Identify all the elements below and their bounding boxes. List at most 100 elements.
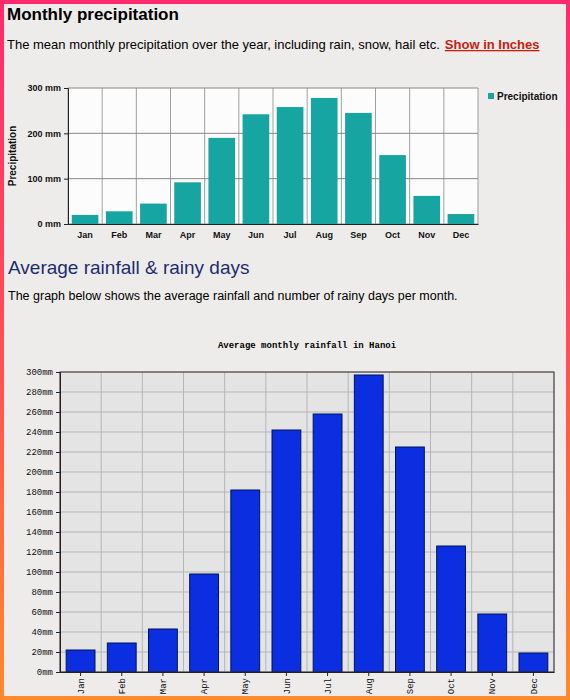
y-axis: 0mm20mm40mm60mm80mm100mm120mm140mm160mm1… <box>26 368 61 678</box>
grid-line-vertical <box>478 88 479 224</box>
tick-mark <box>56 652 60 653</box>
y-tick: 180mm <box>26 488 60 498</box>
grid-line-vertical <box>183 372 184 672</box>
tick-mark <box>64 88 68 89</box>
tick-label: Apr <box>200 678 210 694</box>
grid-line-vertical <box>265 372 266 672</box>
bar <box>66 650 95 672</box>
y-axis-line <box>64 89 69 225</box>
x-tick: Oct <box>447 672 457 694</box>
tick-mark <box>80 672 81 676</box>
tick-label: Aug <box>316 230 334 240</box>
grid-line-vertical <box>375 88 376 224</box>
tick-label: 140mm <box>26 528 53 538</box>
tick-mark <box>204 672 205 676</box>
chart: 0 mm 100 mm 200 mm 300 mm Jan Feb Mar Apr May Jun… <box>7 83 558 240</box>
bar <box>345 113 372 224</box>
bars <box>72 98 474 224</box>
y-tick: 0 mm <box>37 219 68 229</box>
y-tick: 200 mm <box>27 129 68 139</box>
grid-line-vertical <box>341 88 342 224</box>
x-tick: Jun <box>283 672 293 694</box>
grid-line-vertical <box>273 88 274 224</box>
tick-label: Feb <box>111 230 128 240</box>
tick-label: May <box>241 677 251 694</box>
x-tick: Nov <box>488 672 498 694</box>
tick-mark <box>56 672 60 673</box>
tick-label: Jan <box>77 230 93 240</box>
tick-label: Jun <box>283 678 293 694</box>
plot-frame <box>60 372 554 672</box>
x-tick: Nov <box>418 224 435 240</box>
tick-label: Nov <box>418 230 435 240</box>
x-tick: Mar <box>145 224 162 240</box>
tick-label: 100 mm <box>27 174 61 184</box>
tick-label: 240mm <box>26 428 53 438</box>
grid-line-vertical <box>389 372 390 672</box>
link[interactable]: Show in Inches <box>445 37 540 52</box>
tick-mark <box>327 672 328 676</box>
y-tick: 0mm <box>37 668 60 678</box>
x-tick: Apr <box>180 224 196 240</box>
tick-mark <box>64 133 68 134</box>
grid <box>60 372 554 672</box>
x-tick: May <box>213 224 231 240</box>
tick-mark <box>56 632 60 633</box>
axis-title: Precipitation <box>7 126 18 187</box>
x-tick: Jan <box>77 672 87 694</box>
panel-background <box>4 4 566 696</box>
grid-line-vertical <box>142 372 143 672</box>
y-tick: 240mm <box>26 428 60 438</box>
x-tick: Jul <box>284 224 297 240</box>
x-axis-line <box>69 224 479 225</box>
tick-mark <box>56 472 60 473</box>
x-tick: Dec <box>453 224 470 240</box>
bar <box>208 138 235 224</box>
y-tick: 40mm <box>31 628 60 638</box>
legend: Precipitation <box>488 91 558 102</box>
tick-label: 280mm <box>26 388 53 398</box>
grid-line-vertical <box>512 372 513 672</box>
tick-label: 80mm <box>31 588 53 598</box>
tick-label: 40mm <box>31 628 53 638</box>
tick-mark <box>121 672 122 676</box>
bar <box>231 490 260 672</box>
bar <box>243 114 270 224</box>
bar <box>174 182 201 224</box>
heading: Monthly precipitation <box>7 5 179 24</box>
tick-mark <box>56 412 60 413</box>
x-tick: Jun <box>248 224 264 240</box>
tick-label: 300 mm <box>27 83 61 93</box>
bar <box>149 629 178 672</box>
tick-mark <box>245 672 246 676</box>
tick-label: 300mm <box>26 368 53 378</box>
grid-line-vertical <box>238 88 239 224</box>
x-tick: Aug <box>316 224 334 240</box>
tick-label: Jan <box>77 678 87 694</box>
tick-label: Sep <box>350 230 367 240</box>
chart-title: Average monthly rainfall in Hanoi <box>218 341 397 351</box>
frame <box>0 0 570 700</box>
tick-mark <box>56 512 60 513</box>
y-tick: 100mm <box>26 568 60 578</box>
tick-mark <box>162 672 163 676</box>
plot-area <box>60 372 554 672</box>
bar <box>448 214 475 224</box>
tick-mark <box>56 592 60 593</box>
x-tick: Aug <box>365 672 375 694</box>
x-tick: Dec <box>530 672 540 694</box>
tick-label: May <box>213 230 231 240</box>
bar <box>313 414 342 672</box>
tick-label: Aug <box>365 678 375 694</box>
tick-mark <box>56 392 60 393</box>
subtitle: The mean monthly precipitation over the … <box>7 37 440 52</box>
tick-label: Nov <box>488 677 498 694</box>
tick-mark <box>56 372 60 373</box>
page: Monthly precipitation The mean monthly pr… <box>0 0 570 700</box>
grid-line-vertical <box>443 88 444 224</box>
y-tick: 260mm <box>26 408 60 418</box>
paragraph: The graph below shows the average rainfa… <box>8 289 458 303</box>
y-tick: 160mm <box>26 508 60 518</box>
y-tick: 200mm <box>26 468 60 478</box>
x-tick: Apr <box>200 672 210 694</box>
